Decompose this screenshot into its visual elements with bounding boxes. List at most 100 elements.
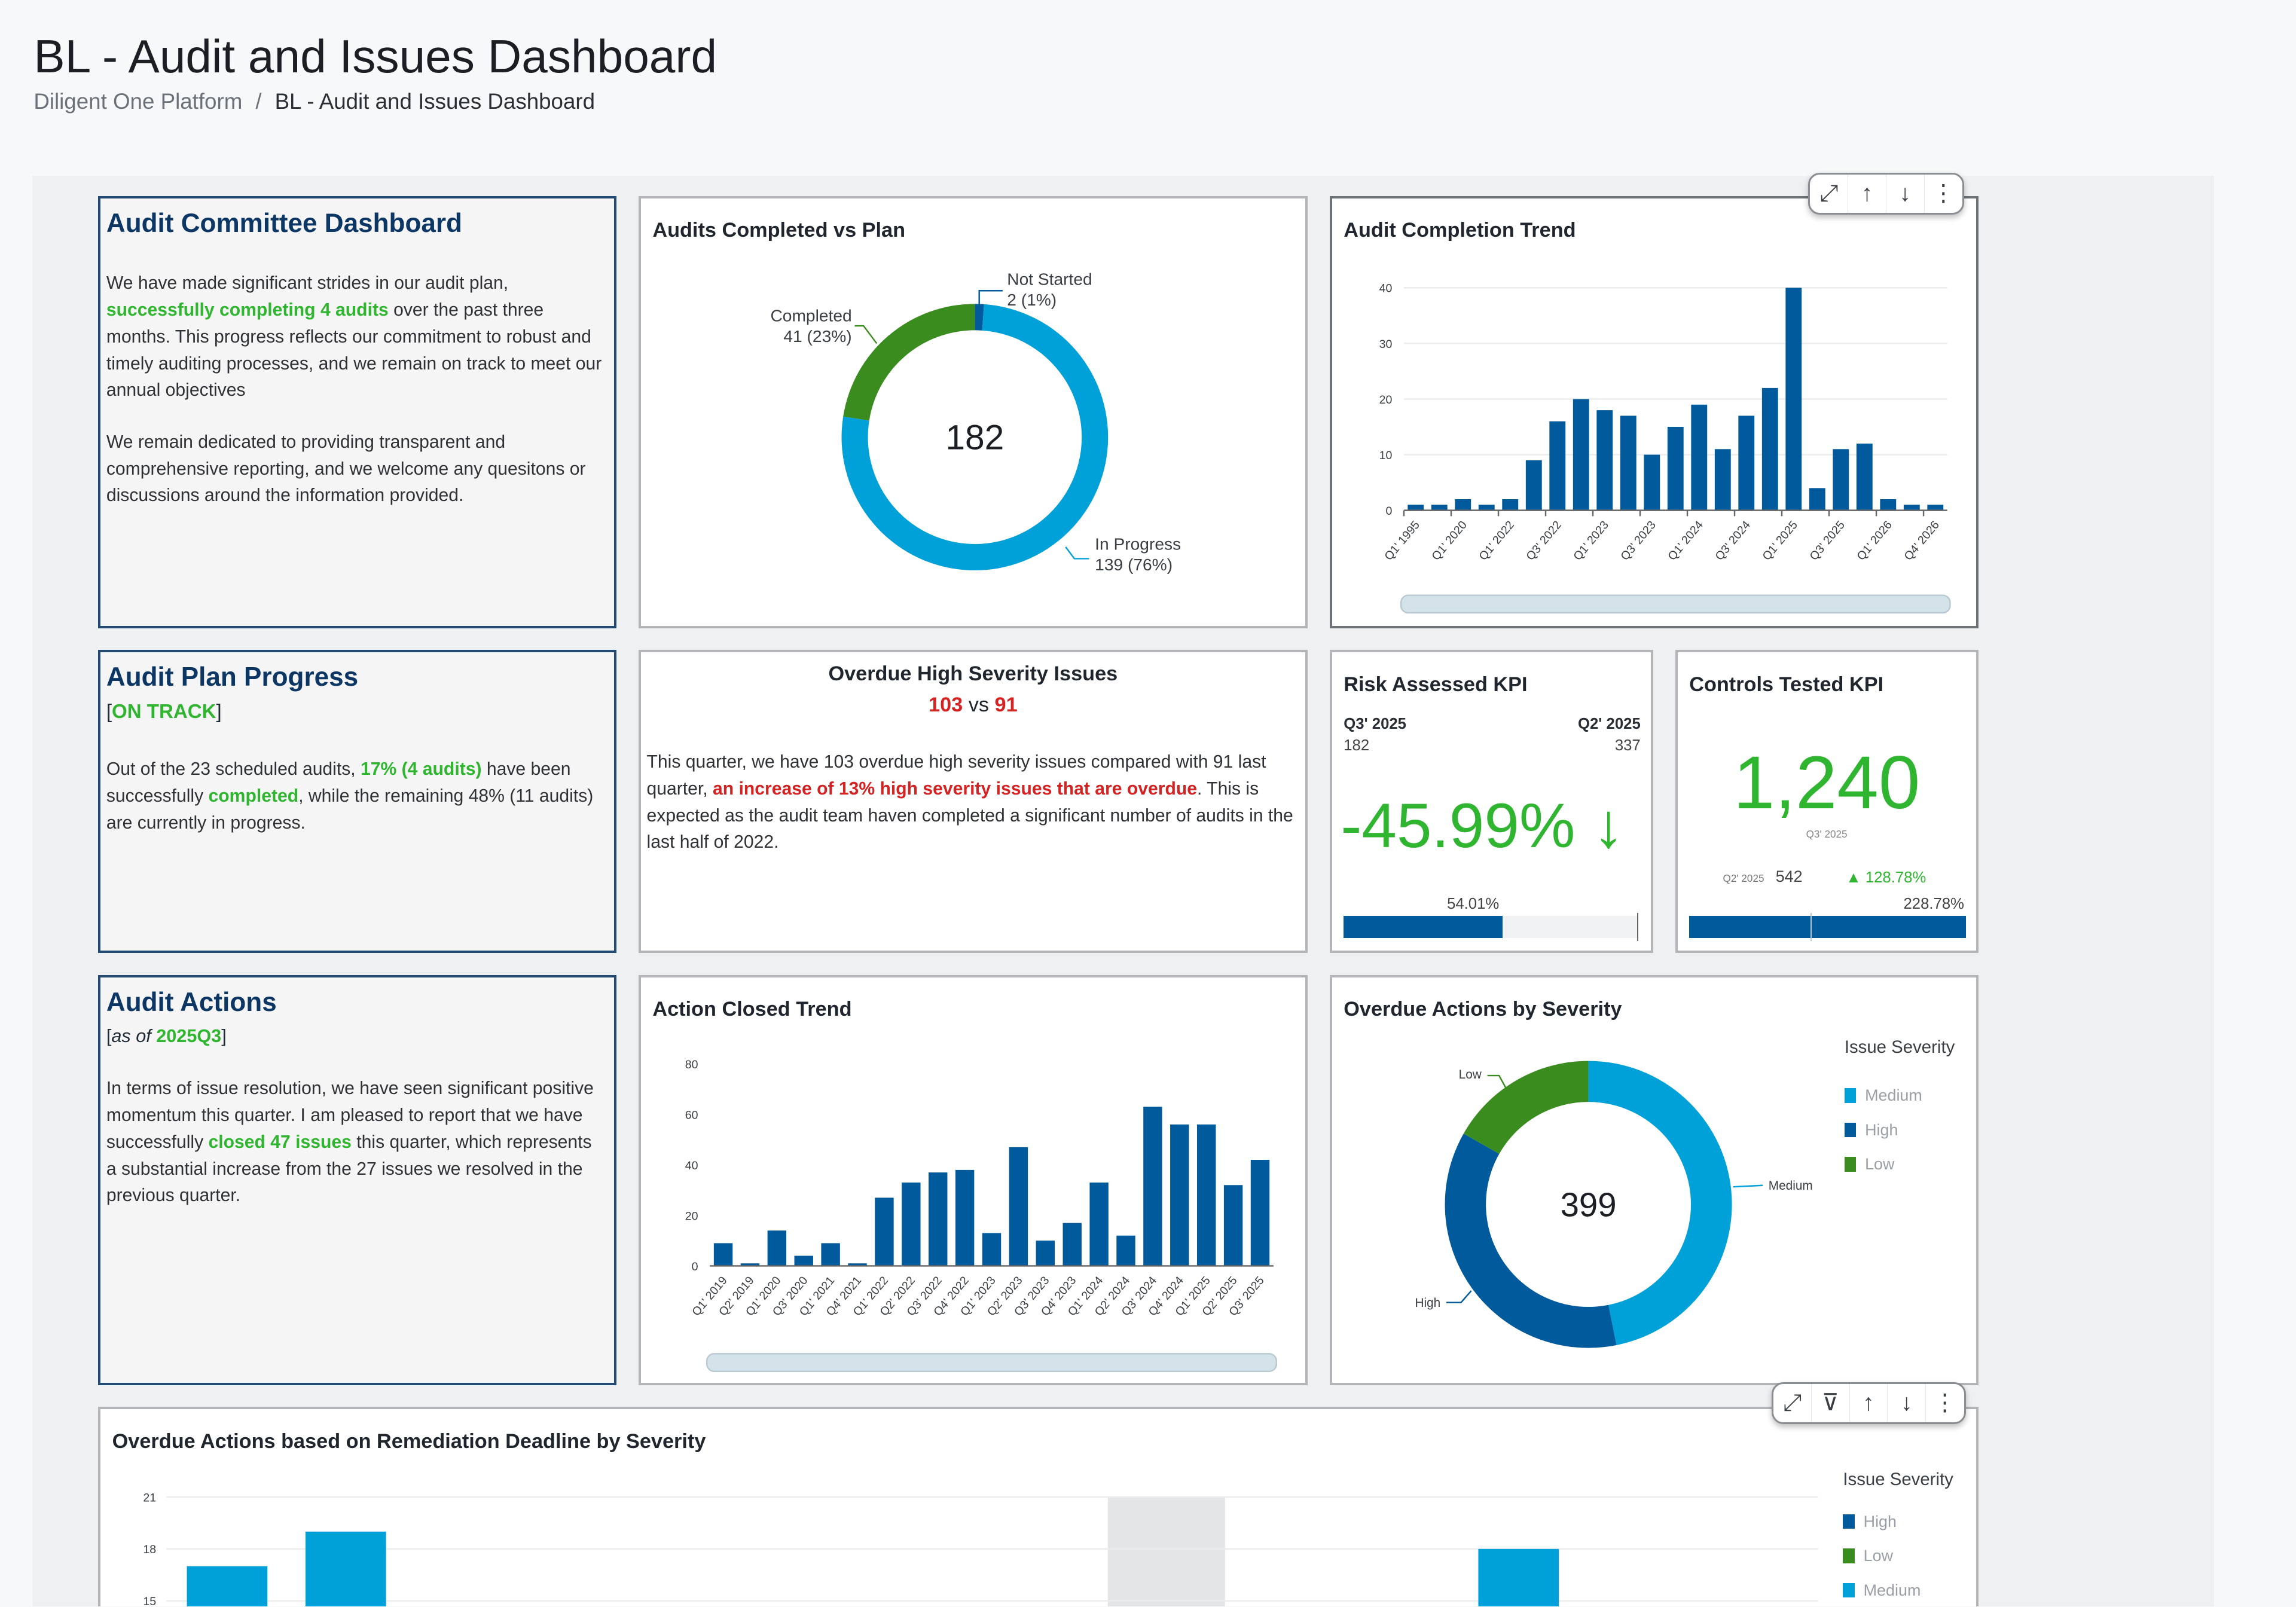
bar [1223,1185,1243,1266]
bar [1170,1124,1189,1266]
bar [1089,1183,1109,1266]
expand-icon[interactable]: ⤢ [1773,1383,1812,1422]
bar [1809,488,1825,511]
kpi-change: ▲ 128.78% [1846,869,1926,886]
y-tick-label: 15 [143,1596,156,1606]
legend-label: Low [1863,1547,1894,1565]
arrow-down-icon: ↓ [1592,790,1625,861]
y-tick-label: 20 [1379,393,1392,407]
more-vertical-icon[interactable]: ⋮ [1933,1390,1957,1416]
text-segment: this quarter, which represents a substan… [106,1132,592,1206]
arrow-up-icon[interactable]: ↑ [1850,1383,1888,1422]
chart-legend: Issue Severity High Low Medium [1843,1469,1953,1606]
legend-item[interactable]: Low [1843,1539,1953,1574]
progress-track [1344,913,1639,941]
y-tick-label: 60 [685,1108,698,1122]
bar [1525,460,1542,511]
y-tick-label: 30 [1379,338,1392,351]
x-tick-label: Q1' 2022 [1476,518,1517,563]
arrow-up-icon[interactable]: ↑ [1848,174,1886,213]
highlighted-text: successfully completing 4 audits [106,300,389,320]
bar [740,1263,759,1266]
overdue-actions-by-severity-card: Overdue Actions by Severity 399 Low Medium… [1329,975,1979,1385]
donut-slice-medium [1588,1061,1732,1345]
bar [767,1230,786,1266]
text-segment: have been successfully [106,759,571,806]
progress-label: 54.01% [1447,895,1500,912]
slice-label-name: In Progress [1095,535,1181,554]
progress-bar [1689,913,1967,941]
donut-center-total: 399 [1560,1186,1616,1223]
legend-item[interactable]: Medium [1843,1573,1953,1606]
status-badge: [ON TRACK] [106,701,222,723]
donut-slice-high [1445,1134,1617,1348]
bar [1143,1107,1162,1266]
more-vertical-icon[interactable]: ⋮ [1931,181,1955,207]
chart-title: Action Closed Trend [652,998,852,1021]
legend-swatch [1844,1157,1857,1172]
bar [928,1172,948,1266]
donut-slice-not-started [975,304,984,331]
previous-period-label: Q2' 2025 [1723,872,1764,884]
slice-label-name: Not Started [1007,270,1092,289]
chart-scrollbar[interactable] [706,1353,1277,1373]
breadcrumb-link-platform[interactable]: Diligent One Platform [33,89,243,114]
chart-scrollbar[interactable] [1400,594,1951,614]
bar [1431,505,1448,511]
arrow-down-icon[interactable]: ↓ [1888,1383,1926,1422]
text-segment: vs [963,693,995,716]
legend-item[interactable]: Low [1844,1147,1955,1182]
y-tick-label: 40 [685,1159,698,1172]
y-tick-label: 18 [143,1544,156,1557]
bar [794,1255,813,1266]
paragraph: We remain dedicated to providing transpa… [106,429,605,509]
bar [1738,416,1754,511]
bar [955,1169,975,1266]
audits-completed-vs-plan-card: Audits Completed vs Plan 182 Not Started 2… [638,196,1308,628]
highlighted-text: as of [111,1025,157,1046]
kpi-change-value: -45.99% ↓ [1341,790,1624,862]
audit-actions-card: Audit Actions [as of 2025Q3] In terms of… [98,975,617,1385]
text-segment: We remain dedicated to providing transpa… [106,432,586,506]
widget-toolbar: ⤢ ↑ ↓ ⋮ [1808,172,1965,215]
expand-icon[interactable]: ⤢ [1810,174,1849,213]
legend-item[interactable]: High [1843,1504,1953,1539]
donut-chart: 182 Not Started 2 (1%) Completed 41 (23%) In … [770,270,1181,575]
kpi-value: 1,240 [1733,741,1921,825]
bar [1644,454,1660,511]
chart-title: Audit Completion Trend [1344,219,1576,242]
y-tick-label: 0 [1385,505,1392,518]
y-tick-label: 80 [685,1058,698,1071]
chart-legend: Issue Severity Medium High Low [1844,1037,1955,1182]
current-period-value: 182 [1344,737,1370,754]
kpi-title: Controls Tested KPI [1689,673,1884,696]
filter-icon[interactable]: ⊽ [1812,1383,1850,1422]
arrow-down-icon[interactable]: ↓ [1886,174,1925,213]
text-segment: This quarter, we have 103 overdue high s… [646,751,1266,799]
widget-toolbar: ⤢ ⊽ ↑ ↓ ⋮ [1772,1382,1966,1424]
donut-slice-low [1463,1061,1589,1154]
x-tick-label: Q3' 2023 [1618,518,1659,563]
text-segment: , while the remaining 48% (11 audits) ar… [106,786,594,833]
bar [1785,288,1802,511]
text-segment: . This is expected as the audit team hav… [646,778,1293,853]
audit-completion-trend-card: Audit Completion Trend 0 10 20 30 40 Q1' 1995… [1329,196,1979,628]
y-tick-label: 20 [685,1209,698,1223]
leader-line [854,325,878,344]
chart-title: Overdue Actions by Severity [1344,998,1622,1021]
legend-item[interactable]: Medium [1844,1079,1955,1113]
paragraph: In terms of issue resolution, we have se… [106,1076,605,1209]
bar [1036,1241,1055,1266]
progress-fill [1344,916,1503,938]
slice-label-value: 2 (1%) [1007,291,1057,309]
legend-item[interactable]: High [1844,1113,1955,1147]
text-segment: Out of the 23 scheduled audits, [106,759,361,780]
chart-title: Overdue Actions based on Remediation Dea… [112,1429,706,1453]
highlighted-text: completed [208,786,299,806]
bar-medium [305,1532,386,1606]
leader-line [1733,1184,1763,1188]
kpi-change-text: -45.99% [1341,790,1576,861]
legend-label: High [1863,1512,1897,1530]
y-tick-label: 10 [1379,449,1392,462]
